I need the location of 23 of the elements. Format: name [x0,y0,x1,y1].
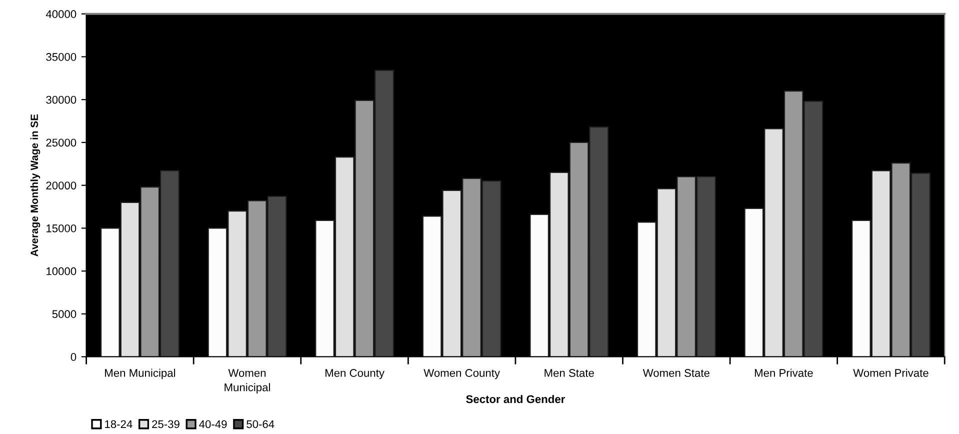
x-tick-label: Men State [544,369,594,377]
x-axis-title: Sector and Gender [466,394,565,404]
y-tick-label: 20000 [46,182,76,190]
y-tick-label: 40000 [46,10,76,18]
x-tick-label: Women County [424,369,500,380]
x-tick-label: Men Municipal [105,368,176,380]
y-tick-label: 10000 [46,267,76,276]
x-tick-label: Men Private [754,368,813,377]
y-tick-label: 5000 [52,310,76,318]
y-tick-label: 35000 [46,53,76,61]
legend-label: 25-39 [152,420,180,428]
legend-label: 40-49 [199,420,227,428]
y-tick-label: 15000 [46,224,76,232]
legend-label: 50-64 [246,420,274,428]
y-axis-title: Average Monthly Wage in SE [30,114,40,256]
y-tick-label: 25000 [46,138,76,147]
y-tick-label: 0 [70,353,76,361]
y-tick-label: 30000 [46,96,76,104]
legend-label: 18-24 [105,420,132,428]
x-tick-label: Men County [325,369,384,380]
x-tick-label: Women Municipal [224,369,270,394]
x-tick-label: Women State [642,369,710,377]
x-tick-label: Women Private [853,368,928,377]
